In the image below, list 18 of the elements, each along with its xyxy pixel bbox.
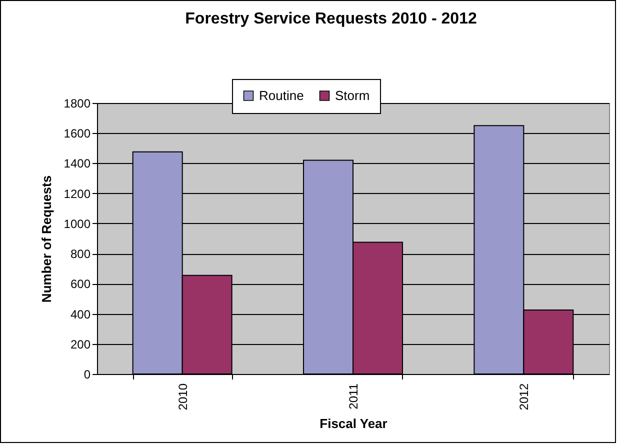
y-tick-label: 400: [70, 307, 91, 322]
y-tick-label: 1800: [64, 96, 91, 110]
y-tick-label: 1400: [64, 156, 91, 171]
x-tick-label: 2012: [517, 383, 532, 410]
legend-label: Storm: [335, 88, 370, 103]
y-tick-label: 0: [84, 368, 91, 382]
y-tick-label: 1000: [64, 216, 91, 231]
y-axis-title: Number of Requests: [38, 175, 54, 303]
y-tick-label: 600: [70, 277, 91, 292]
chart-title: Forestry Service Requests 2010 - 2012: [185, 10, 477, 28]
x-tick-label: 2010: [176, 383, 190, 410]
x-tick-label: 2011: [346, 383, 360, 410]
legend-label: Routine: [259, 88, 304, 103]
y-tick-label: 1600: [64, 126, 91, 141]
x-axis-title: Fiscal Year: [320, 416, 388, 432]
y-tick-label: 200: [70, 337, 91, 352]
y-tick-label: 1200: [64, 186, 91, 201]
y-tick-label: 800: [70, 247, 91, 262]
